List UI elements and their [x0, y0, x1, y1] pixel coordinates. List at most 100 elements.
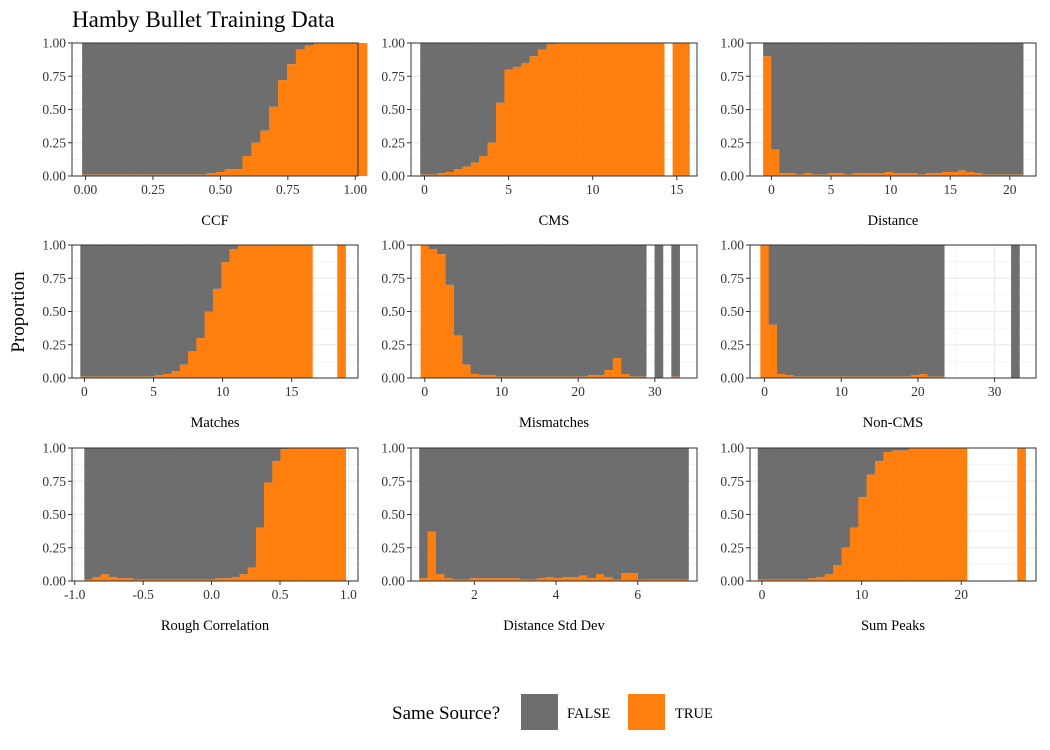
bar-false: [869, 245, 878, 377]
bar-false: [286, 43, 297, 65]
bar-false: [503, 448, 513, 579]
bar-true: [453, 169, 463, 176]
bar-true: [858, 497, 867, 581]
bar-true: [171, 371, 181, 378]
y-tick-label: 0.25: [720, 135, 744, 150]
bar-true: [280, 449, 289, 581]
bar-false: [799, 448, 809, 580]
y-tick-label: 0.00: [720, 574, 744, 589]
bar-true: [799, 579, 809, 581]
bar-true: [757, 579, 767, 581]
bar-false: [82, 43, 92, 175]
y-tick-label: 0.00: [381, 371, 405, 386]
bar-false: [229, 245, 239, 249]
bar-true: [787, 173, 796, 176]
bar-true: [512, 66, 522, 176]
bar-true: [646, 579, 656, 581]
bar-false: [437, 245, 446, 255]
bar-true: [811, 174, 821, 176]
bar-true: [827, 376, 836, 378]
bar-true: [212, 288, 222, 378]
bar-true: [663, 579, 672, 581]
bar-true: [779, 173, 788, 176]
bar-true: [121, 376, 131, 378]
bar-true: [229, 248, 239, 378]
bar-true: [340, 43, 350, 176]
bar-false: [92, 448, 101, 578]
bar-true: [919, 374, 928, 378]
bar-false: [917, 43, 926, 175]
bar-false: [866, 448, 876, 475]
y-tick-label: 0.00: [42, 169, 66, 184]
y-tick-label: 0.25: [381, 337, 405, 352]
bar-true: [329, 448, 338, 581]
bar-false: [927, 245, 937, 377]
bar-false: [562, 448, 571, 578]
bar-true: [655, 43, 665, 176]
y-tick-label: 0.00: [720, 371, 744, 386]
bar-true: [144, 174, 154, 176]
bar-false: [537, 448, 546, 579]
bar-false: [182, 448, 191, 580]
bar-true: [528, 579, 538, 581]
bar-true: [883, 451, 893, 581]
y-tick-label: 1.00: [720, 441, 744, 456]
bar-true: [680, 579, 689, 581]
bar-true: [163, 374, 172, 378]
bar-true: [785, 375, 795, 378]
bar-true: [428, 174, 438, 176]
bar-true: [529, 56, 539, 176]
bar-true: [1006, 174, 1016, 176]
bar-false: [166, 448, 175, 580]
bar-false: [545, 245, 555, 377]
bar-true: [436, 574, 445, 581]
bar-false: [190, 448, 199, 580]
bar-true: [671, 376, 680, 378]
bar-false: [520, 245, 530, 377]
bar-true: [587, 375, 597, 378]
bar-true: [479, 156, 488, 176]
facet-panel: 0.00 0.25 0.50 0.75 1.00 0 10 20 30 Non-CMS: [720, 238, 1037, 431]
bar-false: [215, 448, 224, 579]
bar-true: [824, 574, 834, 581]
bar-true: [1015, 174, 1024, 176]
bar-false: [604, 245, 614, 371]
y-tick-label: 0.75: [381, 271, 405, 286]
bar-false: [445, 43, 455, 173]
bar-true: [891, 450, 901, 581]
bar-false: [816, 448, 826, 578]
bar-false: [894, 245, 903, 377]
bar-false: [91, 43, 101, 175]
bar-false: [637, 245, 647, 377]
bar-true: [171, 174, 181, 176]
bar-false: [428, 43, 438, 175]
y-tick-label: 1.00: [720, 238, 744, 253]
bar-true: [622, 43, 631, 176]
bar-true: [262, 245, 272, 378]
bar-false: [528, 448, 538, 580]
bar-false: [470, 43, 480, 163]
bar-false: [121, 245, 131, 377]
bar-false: [149, 448, 159, 580]
bar-false: [255, 448, 265, 528]
bar-true: [313, 43, 323, 176]
bar-false: [654, 448, 664, 580]
bar-false: [233, 43, 243, 170]
bar-true: [908, 448, 918, 581]
facet-axis-label: Distance Std Dev: [503, 618, 605, 634]
bar-true: [771, 149, 780, 176]
bar-true: [604, 370, 614, 378]
bar-false: [919, 245, 928, 375]
bar-false: [671, 245, 680, 377]
bar-true: [917, 174, 926, 176]
bar-true: [629, 573, 639, 581]
bar-false: [157, 448, 167, 580]
bar-true: [295, 49, 306, 176]
bar-true: [296, 448, 306, 581]
bar-true: [647, 43, 657, 176]
bar-true: [272, 461, 281, 581]
facet-panel: 0.00 0.25 0.50 0.75 1.00 -1.0 -0.5 0.0 0.5 1.0 Rou…: [42, 441, 359, 634]
facet-axis-label: Rough Correlation: [161, 618, 270, 634]
bar-false: [990, 43, 1000, 175]
bar-false: [595, 448, 605, 575]
